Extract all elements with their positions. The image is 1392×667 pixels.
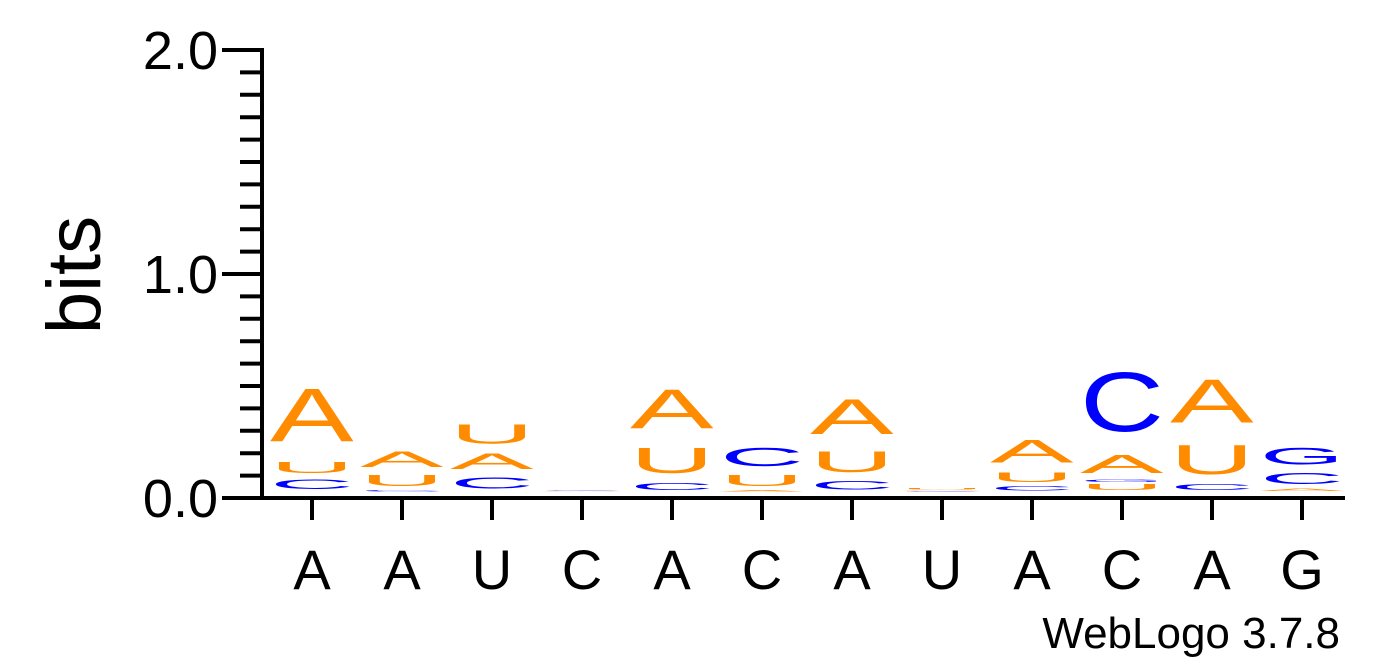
logo-letter-C: C bbox=[270, 476, 354, 492]
logo-letter-U: U bbox=[990, 470, 1074, 486]
x-tick-label: A bbox=[653, 538, 691, 601]
logo-letter-C: C bbox=[1260, 470, 1344, 488]
logo-letter-A: A bbox=[720, 490, 804, 492]
y-tick-label: 1.0 bbox=[143, 245, 218, 305]
x-tick-label: U bbox=[922, 538, 962, 601]
logo-letter-U: U bbox=[1170, 436, 1254, 483]
logo-letter-A: A bbox=[810, 389, 894, 445]
logo-letter-A: A bbox=[450, 450, 534, 474]
logo-letter-C: C bbox=[360, 490, 444, 492]
logo-letter-C: C bbox=[720, 443, 804, 472]
y-tick-label: 2.0 bbox=[143, 21, 218, 81]
y-tick-label: 0.0 bbox=[143, 469, 218, 529]
logo-letter-C: C bbox=[810, 478, 894, 491]
x-tick-label: A bbox=[1013, 538, 1051, 601]
logo-letter-U: U bbox=[630, 441, 714, 481]
x-tick-label: G bbox=[1280, 538, 1324, 601]
logo-letter-U: U bbox=[270, 458, 354, 476]
logo-letter-A: A bbox=[360, 447, 444, 471]
y-axis-label: bits bbox=[32, 216, 117, 334]
logo-letter-G: G bbox=[1260, 443, 1344, 470]
logo-letter-A: A bbox=[990, 434, 1074, 470]
logo-letter-A: A bbox=[1080, 450, 1164, 479]
logo-letter-C: C bbox=[1080, 356, 1164, 450]
logo-letter-G: G bbox=[1080, 479, 1164, 483]
logo-letter-C: C bbox=[540, 490, 624, 491]
logo-letter-A: A bbox=[630, 377, 714, 440]
logo-letter-U: U bbox=[900, 488, 984, 490]
x-tick-label: A bbox=[1193, 538, 1231, 601]
logo-letter-A: A bbox=[270, 373, 354, 458]
weblogo-credit: WebLogo 3.7.8 bbox=[1042, 609, 1340, 658]
x-tick-label: C bbox=[1102, 538, 1142, 601]
logo-letter-U: U bbox=[450, 418, 534, 449]
logo-letter-A: A bbox=[540, 491, 624, 492]
logo-letter-C: C bbox=[450, 474, 534, 492]
logo-letter-A: A bbox=[1260, 488, 1344, 492]
x-tick-label: C bbox=[562, 538, 602, 601]
logo-letter-C: C bbox=[630, 481, 714, 492]
x-tick-label: A bbox=[383, 538, 421, 601]
logo-letter-C: C bbox=[990, 485, 1074, 492]
x-tick-label: A bbox=[293, 538, 331, 601]
logo-letter-A: A bbox=[900, 490, 984, 491]
logo-letter-U: U bbox=[720, 472, 804, 490]
logo-letter-U: U bbox=[360, 472, 444, 490]
logo-letter-U: U bbox=[810, 445, 894, 479]
logo-letter-A: A bbox=[1170, 366, 1254, 436]
x-tick-label: C bbox=[742, 538, 782, 601]
logo-letter-U: U bbox=[1080, 483, 1164, 492]
logo-letter-C: C bbox=[900, 491, 984, 492]
logo-letter-C: C bbox=[1170, 483, 1254, 492]
x-tick-label: A bbox=[833, 538, 871, 601]
x-tick-label: U bbox=[472, 538, 512, 601]
y-axis: 0.0 1.0 2.0 bbox=[143, 21, 264, 529]
